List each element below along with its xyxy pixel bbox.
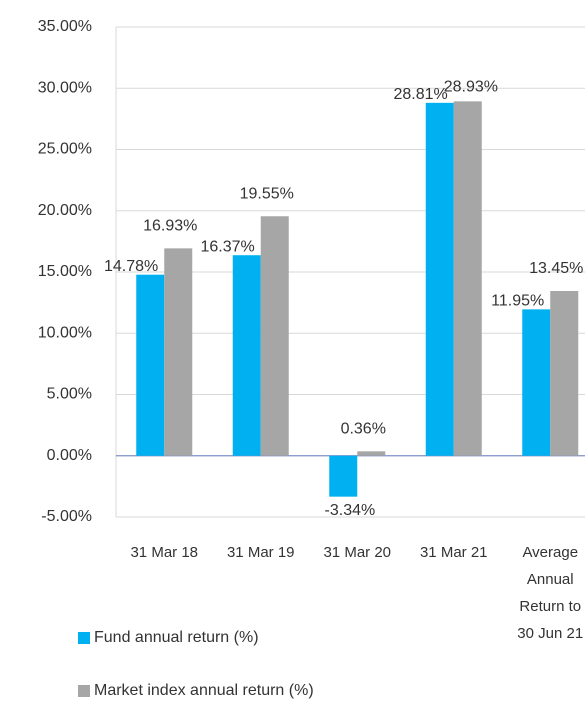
y-tick-label: 30.00% [38, 79, 92, 96]
data-label: 28.81% [393, 86, 447, 103]
data-label: 28.93% [444, 79, 498, 96]
y-tick-label: 10.00% [38, 324, 92, 341]
y-tick-label: 35.00% [38, 18, 92, 35]
y-tick-label: 15.00% [38, 263, 92, 280]
bar [522, 309, 551, 456]
x-tick-label: Average Annual Return to 30 Jun 21 [517, 544, 584, 642]
bar [357, 451, 386, 456]
x-tick-label: 31 Mar 20 [323, 544, 392, 561]
bar [329, 455, 358, 497]
legend-label: Market index annual return (%) [94, 682, 314, 699]
bar [232, 255, 261, 456]
data-label: 16.37% [200, 238, 254, 255]
data-label: 0.36% [341, 421, 386, 438]
bar [453, 101, 482, 456]
data-label: 14.78% [104, 258, 158, 275]
data-label: 11.95% [491, 293, 544, 310]
y-tick-label: -5.00% [41, 508, 92, 525]
bar [136, 274, 165, 456]
legend-label: Fund annual return (%) [94, 629, 259, 646]
y-tick-label: 25.00% [38, 141, 92, 158]
legend-swatch [78, 632, 90, 644]
x-tick-label: 31 Mar 21 [419, 544, 488, 561]
y-tick-label: 0.00% [47, 447, 92, 464]
legend-item: Market index annual return (%) [78, 682, 314, 700]
data-label: 13.45% [529, 260, 583, 277]
x-tick-label: 31 Mar 19 [226, 544, 295, 561]
bar [164, 248, 193, 456]
bar [425, 102, 454, 456]
legend-swatch [78, 685, 90, 697]
y-tick-label: 20.00% [38, 202, 92, 219]
legend-item: Fund annual return (%) [78, 629, 259, 647]
data-label: 16.93% [143, 218, 197, 235]
bar [260, 216, 289, 456]
data-label: -3.34% [325, 502, 376, 519]
bar [550, 290, 579, 456]
data-label: 19.55% [240, 185, 294, 202]
y-tick-label: 5.00% [47, 386, 92, 403]
x-tick-label: 31 Mar 18 [130, 544, 199, 561]
